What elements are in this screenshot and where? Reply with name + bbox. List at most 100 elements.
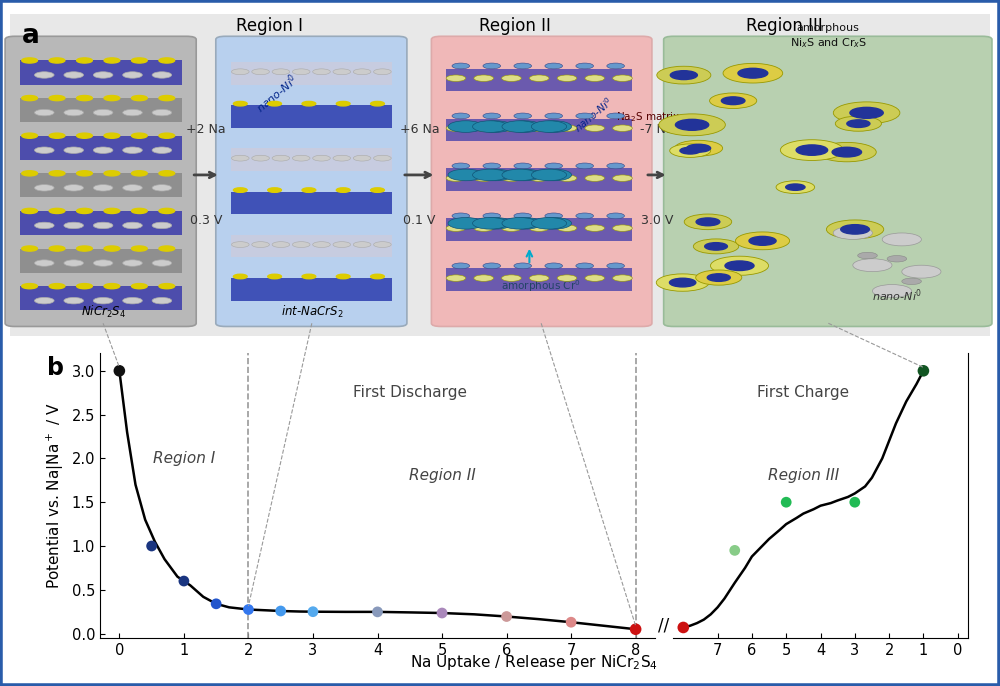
Bar — [230, 191, 392, 214]
Circle shape — [705, 243, 727, 250]
Circle shape — [477, 217, 513, 229]
Circle shape — [353, 69, 371, 75]
Bar — [230, 105, 392, 128]
Circle shape — [292, 241, 310, 248]
Circle shape — [613, 275, 632, 281]
Circle shape — [684, 214, 732, 230]
Circle shape — [607, 263, 624, 269]
Circle shape — [826, 220, 884, 239]
Circle shape — [104, 95, 120, 101]
Text: Region II: Region II — [409, 469, 475, 484]
Circle shape — [159, 133, 175, 139]
Circle shape — [710, 256, 769, 275]
Circle shape — [502, 121, 537, 132]
Circle shape — [796, 145, 828, 155]
Circle shape — [353, 241, 371, 248]
Circle shape — [529, 75, 549, 82]
Circle shape — [302, 102, 316, 106]
Circle shape — [850, 107, 883, 118]
Point — [208, 598, 224, 609]
Circle shape — [64, 72, 84, 78]
Bar — [20, 211, 182, 235]
Bar — [230, 235, 392, 257]
Circle shape — [514, 163, 532, 169]
Point — [434, 608, 450, 619]
Circle shape — [902, 278, 921, 285]
Circle shape — [64, 298, 84, 304]
Circle shape — [847, 120, 870, 128]
Circle shape — [272, 241, 290, 248]
Circle shape — [152, 298, 172, 304]
Circle shape — [502, 75, 521, 82]
Circle shape — [483, 63, 501, 69]
Point — [273, 606, 289, 617]
Circle shape — [738, 69, 768, 78]
Circle shape — [696, 270, 742, 285]
Circle shape — [233, 102, 247, 106]
Circle shape — [159, 58, 175, 63]
Circle shape — [585, 175, 605, 181]
Circle shape — [64, 260, 84, 266]
Point — [563, 617, 579, 628]
Point — [915, 366, 931, 377]
Circle shape — [104, 246, 120, 251]
Circle shape — [123, 222, 142, 228]
Circle shape — [749, 237, 776, 246]
Point — [499, 611, 515, 622]
Circle shape — [502, 275, 521, 281]
Circle shape — [452, 63, 470, 69]
Circle shape — [34, 72, 54, 78]
Circle shape — [452, 263, 470, 269]
Circle shape — [333, 241, 351, 248]
Circle shape — [446, 225, 466, 231]
Circle shape — [123, 298, 142, 304]
Circle shape — [93, 298, 113, 304]
Circle shape — [49, 133, 65, 139]
Circle shape — [585, 225, 605, 231]
Circle shape — [374, 155, 391, 161]
Circle shape — [22, 58, 37, 63]
Circle shape — [333, 69, 351, 75]
Text: amorphous
Ni$_x$S and Cr$_x$S: amorphous Ni$_x$S and Cr$_x$S — [790, 23, 867, 50]
Circle shape — [252, 69, 269, 75]
FancyBboxPatch shape — [216, 36, 407, 327]
Circle shape — [557, 225, 577, 231]
Text: //: // — [658, 617, 670, 635]
Circle shape — [34, 109, 54, 116]
Text: nano-Ni$^0$: nano-Ni$^0$ — [252, 72, 301, 117]
Circle shape — [607, 163, 624, 169]
Circle shape — [502, 225, 521, 231]
Circle shape — [123, 72, 142, 78]
FancyBboxPatch shape — [664, 36, 992, 327]
Circle shape — [233, 274, 247, 279]
Circle shape — [693, 239, 739, 254]
Text: NiCr$_2$S$_4$: NiCr$_2$S$_4$ — [81, 304, 126, 320]
Circle shape — [507, 169, 542, 180]
Bar — [446, 169, 632, 191]
Circle shape — [152, 72, 172, 78]
Circle shape — [529, 125, 549, 132]
Circle shape — [49, 209, 65, 213]
Circle shape — [371, 274, 384, 279]
Circle shape — [721, 97, 745, 105]
Bar — [20, 98, 182, 122]
Circle shape — [446, 175, 466, 181]
Circle shape — [531, 217, 567, 229]
Circle shape — [123, 185, 142, 191]
Circle shape — [313, 69, 330, 75]
Point — [778, 497, 794, 508]
Point — [628, 624, 644, 635]
Circle shape — [452, 113, 470, 119]
Circle shape — [93, 185, 113, 191]
Circle shape — [132, 246, 147, 251]
Circle shape — [336, 102, 350, 106]
Circle shape — [77, 58, 92, 63]
Circle shape — [832, 147, 862, 157]
Circle shape — [613, 175, 632, 181]
Bar — [446, 69, 632, 91]
Circle shape — [132, 133, 147, 139]
Circle shape — [353, 155, 371, 161]
Circle shape — [833, 226, 872, 239]
Circle shape — [507, 217, 542, 229]
Circle shape — [545, 63, 563, 69]
